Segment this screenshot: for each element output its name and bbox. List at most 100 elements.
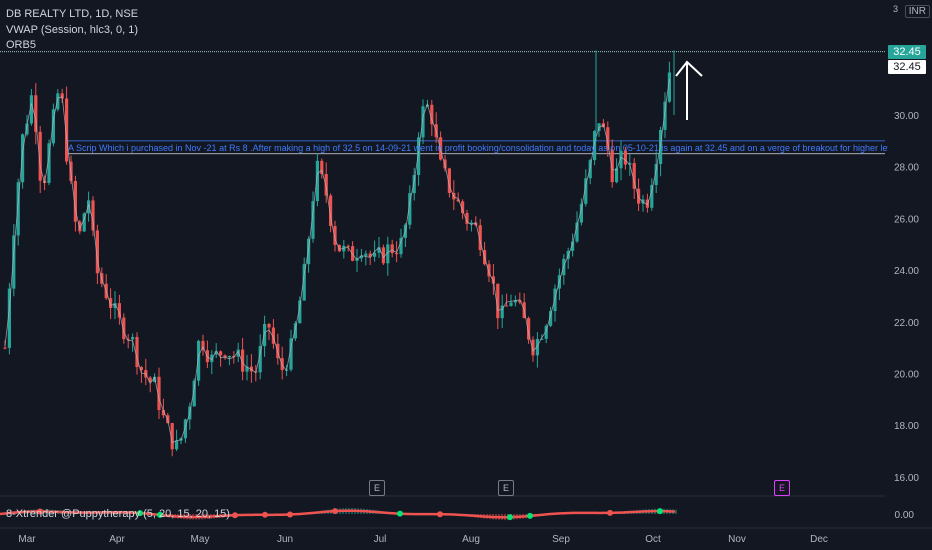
oscillator-dot — [507, 514, 513, 521]
candle-body — [531, 339, 535, 356]
candle-body — [619, 150, 623, 169]
candle-body — [342, 245, 346, 252]
candle-body — [373, 252, 377, 257]
candle-body — [320, 160, 324, 175]
candle-body — [29, 95, 33, 124]
candle-body — [148, 377, 152, 382]
candle-body — [544, 325, 548, 339]
line-price-tag: 32.45 — [888, 60, 926, 74]
candle-body — [82, 213, 86, 232]
candle-body — [461, 201, 465, 213]
candle-body — [487, 264, 491, 277]
oscillator-dot — [262, 511, 268, 518]
last-price-tag: 32.45 — [888, 45, 926, 59]
candle-body — [408, 193, 412, 225]
candle-body — [56, 93, 60, 110]
candle-body — [3, 347, 7, 349]
candle-body — [25, 123, 29, 135]
oscillator-dot — [287, 511, 293, 518]
candle-body — [333, 225, 337, 245]
candle-body — [417, 137, 421, 176]
currency-superscript: 3 — [892, 4, 898, 14]
candle-body — [329, 195, 333, 226]
candle-body — [131, 336, 135, 340]
candle-body — [390, 244, 394, 254]
candle-body — [236, 349, 240, 357]
oscillator-dot — [397, 510, 403, 517]
candle-body — [509, 302, 513, 306]
candle-body — [135, 336, 139, 368]
y-tick-label: 16.00 — [894, 473, 919, 484]
oscillator-dot — [332, 508, 338, 515]
oscillator-dot — [437, 511, 443, 518]
candle-body — [500, 305, 504, 319]
candle-body — [175, 440, 179, 450]
orb-legend[interactable]: ORB5 — [6, 39, 36, 51]
candle-body — [122, 317, 126, 340]
y-tick-label: 18.00 — [894, 421, 919, 432]
earnings-marker-jun[interactable]: E — [369, 480, 385, 496]
x-tick-label: Oct — [645, 534, 661, 545]
x-tick-label: Mar — [18, 534, 36, 545]
y-tick-label: 30.00 — [894, 111, 919, 122]
candle-body — [513, 300, 517, 303]
oscillator-dot — [232, 512, 238, 519]
candle-body — [51, 109, 55, 144]
candle-body — [456, 199, 460, 202]
oscillator-dot — [527, 512, 533, 519]
candle-body — [593, 130, 597, 161]
earnings-marker-nov[interactable]: E — [774, 480, 790, 496]
candle-body — [293, 323, 297, 339]
candle-body — [280, 358, 284, 371]
currency-label[interactable]: INR — [904, 5, 930, 18]
candle-body — [575, 222, 579, 242]
candle-body — [346, 245, 350, 247]
y-tick-label: 26.00 — [894, 214, 919, 225]
candle-body — [21, 134, 25, 183]
candle-body — [505, 305, 509, 307]
candle-body — [579, 203, 583, 223]
candle-body — [65, 98, 69, 162]
candle-body — [139, 367, 143, 371]
candle-body — [87, 200, 91, 214]
oscillator-dot — [137, 510, 143, 517]
candle-body — [496, 283, 500, 319]
candle-body — [540, 338, 544, 340]
oscillator-dot — [657, 508, 663, 515]
candle-body — [527, 318, 531, 340]
candle-body — [571, 241, 575, 251]
candle-body — [241, 349, 245, 372]
earnings-marker-aug[interactable]: E — [498, 480, 514, 496]
candle-body — [263, 323, 267, 347]
candle-body — [623, 150, 627, 165]
candle-body — [157, 376, 161, 410]
candle-body — [12, 235, 16, 289]
candle-body — [47, 143, 51, 183]
candle-body — [117, 303, 121, 318]
candle-body — [302, 264, 306, 301]
candle-body — [192, 380, 196, 407]
annotation-text[interactable]: A Scrip Which i purchased in Nov -21 at … — [68, 143, 888, 153]
candle-body — [245, 366, 249, 372]
candle-body — [289, 338, 293, 370]
symbol-legend[interactable]: DB REALTY LTD, 1D, NSE — [6, 8, 139, 20]
candle-body — [95, 230, 99, 274]
indicator-legend[interactable]: 8-Xtrender @Puppytherapy (5, 20, 15, 20,… — [6, 508, 230, 520]
candle-body — [663, 101, 667, 130]
candle-body — [16, 182, 20, 236]
candle-body — [615, 168, 619, 183]
candle-body — [267, 323, 271, 328]
candle-body — [126, 339, 130, 341]
candle-body — [258, 346, 262, 373]
candle-body — [447, 168, 451, 193]
x-tick-label: Jun — [277, 534, 293, 545]
vwap-legend[interactable]: VWAP (Session, hlc3, 0, 1) — [6, 24, 139, 36]
candle-body — [311, 201, 315, 239]
candle-body — [109, 298, 113, 309]
y-tick-label: 20.00 — [894, 370, 919, 381]
candle-body — [386, 244, 390, 264]
candle-body — [219, 351, 223, 356]
candle-body — [368, 253, 372, 257]
candle-body — [659, 129, 663, 165]
